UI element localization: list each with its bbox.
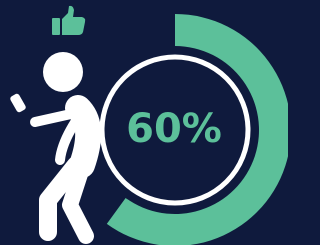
infographic: 60% xyxy=(0,0,288,245)
value-label: 60% xyxy=(126,106,222,152)
page: 60% (() => { const data = JSON.parse(doc… xyxy=(0,0,320,245)
